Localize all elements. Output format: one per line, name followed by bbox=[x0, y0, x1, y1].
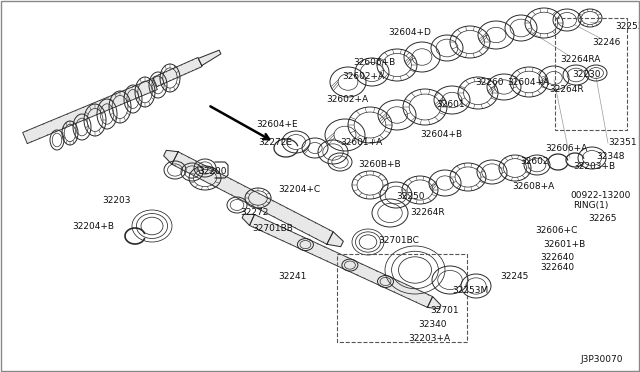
Bar bbox=[337, 254, 467, 342]
Text: 32340: 32340 bbox=[418, 320, 447, 329]
Text: 32241: 32241 bbox=[278, 272, 307, 281]
Text: 32604+B: 32604+B bbox=[420, 130, 462, 139]
Text: 32204+B: 32204+B bbox=[72, 222, 114, 231]
Text: 32264R: 32264R bbox=[549, 85, 584, 94]
Bar bbox=[555, 18, 627, 130]
Text: 32260: 32260 bbox=[475, 78, 504, 87]
Text: 32606+C: 32606+C bbox=[535, 226, 577, 235]
Text: 32606+B: 32606+B bbox=[353, 58, 396, 67]
Text: 32272E: 32272E bbox=[258, 138, 292, 147]
Polygon shape bbox=[172, 152, 333, 244]
Polygon shape bbox=[164, 150, 178, 164]
Text: 32200: 32200 bbox=[198, 167, 227, 176]
Text: 32604+D: 32604+D bbox=[388, 28, 431, 37]
Text: 32601: 32601 bbox=[436, 100, 465, 109]
Text: 32348: 32348 bbox=[596, 152, 625, 161]
Polygon shape bbox=[22, 78, 157, 144]
Text: 32701: 32701 bbox=[430, 306, 459, 315]
Polygon shape bbox=[250, 215, 433, 307]
Text: 32245: 32245 bbox=[500, 272, 529, 281]
Text: 32264R: 32264R bbox=[410, 208, 445, 217]
Text: 32701BB: 32701BB bbox=[252, 224, 293, 233]
Text: 322640: 322640 bbox=[540, 253, 574, 262]
Text: J3P30070: J3P30070 bbox=[580, 355, 623, 364]
Text: 32253M: 32253M bbox=[452, 286, 488, 295]
Text: 32203: 32203 bbox=[102, 196, 131, 205]
Text: 32604+A: 32604+A bbox=[507, 78, 549, 87]
Text: 32602+A: 32602+A bbox=[342, 72, 384, 81]
Polygon shape bbox=[153, 57, 202, 87]
Text: 32253: 32253 bbox=[615, 22, 640, 31]
Text: 32272: 32272 bbox=[240, 208, 268, 217]
Text: 32601+B: 32601+B bbox=[543, 240, 585, 249]
Text: 32602+A: 32602+A bbox=[326, 95, 368, 104]
Text: 32608+A: 32608+A bbox=[512, 182, 554, 191]
Text: 32601+A: 32601+A bbox=[340, 138, 382, 147]
Text: 3260B+B: 3260B+B bbox=[358, 160, 401, 169]
Text: 32264RA: 32264RA bbox=[560, 55, 600, 64]
Text: 32351: 32351 bbox=[608, 138, 637, 147]
Text: 32230: 32230 bbox=[572, 70, 600, 79]
Polygon shape bbox=[198, 50, 221, 65]
Text: 32203+B: 32203+B bbox=[573, 162, 615, 171]
Text: 32265: 32265 bbox=[588, 214, 616, 223]
Text: RING(1): RING(1) bbox=[573, 201, 609, 210]
Text: 32250: 32250 bbox=[396, 192, 424, 201]
Text: 00922-13200: 00922-13200 bbox=[570, 191, 630, 200]
Polygon shape bbox=[242, 214, 255, 225]
Text: 322640: 322640 bbox=[540, 263, 574, 272]
Text: 32701BC: 32701BC bbox=[378, 236, 419, 245]
Text: 32203+A: 32203+A bbox=[408, 334, 450, 343]
Text: 32204+C: 32204+C bbox=[278, 185, 320, 194]
Text: 32246: 32246 bbox=[592, 38, 620, 47]
Text: 32606+A: 32606+A bbox=[545, 144, 588, 153]
Polygon shape bbox=[327, 232, 343, 247]
Polygon shape bbox=[428, 296, 441, 309]
Text: 32604+E: 32604+E bbox=[256, 120, 298, 129]
Text: 32602: 32602 bbox=[520, 157, 548, 166]
